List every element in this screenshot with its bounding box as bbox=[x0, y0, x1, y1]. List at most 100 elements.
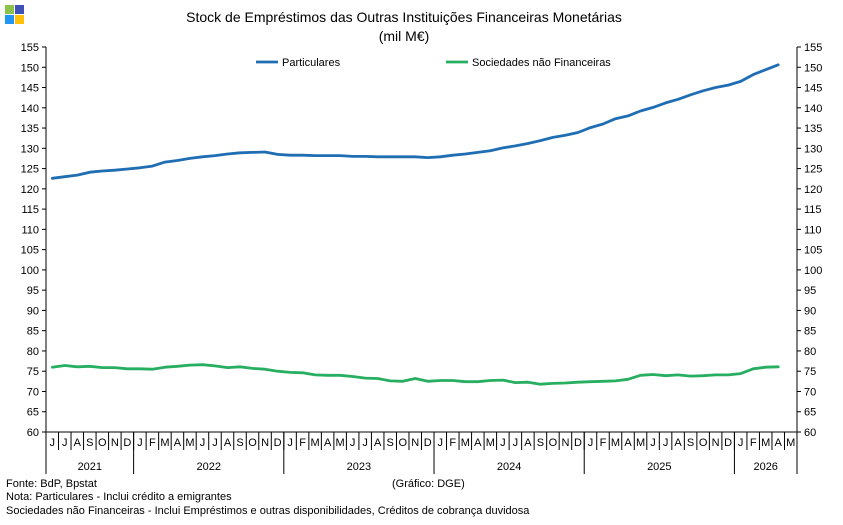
y-tick-label-right: 140 bbox=[804, 103, 822, 115]
x-tick-label: A bbox=[374, 437, 382, 449]
x-tick-label: D bbox=[274, 437, 282, 449]
y-tick-label-right: 80 bbox=[804, 346, 816, 358]
logo-square-2 bbox=[15, 5, 24, 14]
x-tick-label: S bbox=[687, 437, 694, 449]
x-tick-label: A bbox=[74, 437, 82, 449]
year-label: 2025 bbox=[647, 461, 671, 473]
chart-subtitle: (mil M€) bbox=[379, 28, 430, 44]
x-tick-label: O bbox=[699, 437, 708, 449]
logo-square-4 bbox=[15, 15, 24, 24]
series-line-particulares bbox=[50, 63, 780, 180]
footnote-note: Nota: Particulares - Inclui crédito a em… bbox=[6, 491, 232, 503]
x-tick-label: D bbox=[724, 437, 732, 449]
x-tick-label: J bbox=[350, 437, 356, 449]
y-tick-label-right: 150 bbox=[804, 62, 822, 74]
chart-credit: (Gráfico: DGE) bbox=[392, 478, 465, 490]
x-tick-label: N bbox=[261, 437, 269, 449]
y-tick-label-right: 135 bbox=[804, 123, 822, 135]
x-tick-label: J bbox=[738, 437, 744, 449]
y-tick-label-right: 60 bbox=[804, 427, 816, 439]
x-tick-label: O bbox=[398, 437, 407, 449]
y-tick-label-right: 125 bbox=[804, 164, 822, 176]
x-tick-label: A bbox=[624, 437, 632, 449]
x-tick-label: A bbox=[174, 437, 182, 449]
x-tick-label: M bbox=[486, 437, 495, 449]
x-tick-label: J bbox=[438, 437, 444, 449]
x-tick-label: O bbox=[549, 437, 558, 449]
y-tick-label-left: 80 bbox=[27, 346, 39, 358]
y-tick-label-right: 120 bbox=[804, 184, 822, 196]
y-tick-label-right: 115 bbox=[804, 204, 822, 216]
x-tick-label: S bbox=[236, 437, 243, 449]
x-tick-label: F bbox=[750, 437, 757, 449]
x-tick-label: S bbox=[537, 437, 544, 449]
x-tick-label: N bbox=[411, 437, 419, 449]
y-tick-label-right: 145 bbox=[804, 83, 822, 95]
x-tick-label: M bbox=[461, 437, 470, 449]
x-tick-label: S bbox=[86, 437, 93, 449]
y-tick-label-left: 95 bbox=[27, 285, 39, 297]
legend: Particulares Sociedades não Financeiras bbox=[256, 57, 611, 69]
x-tick-label: F bbox=[149, 437, 156, 449]
x-tick-label: J bbox=[588, 437, 594, 449]
plot-area bbox=[50, 63, 780, 386]
x-tick-label: A bbox=[474, 437, 482, 449]
x-tick-label: O bbox=[248, 437, 257, 449]
y-tick-label-right: 130 bbox=[804, 143, 822, 155]
x-tick-label: F bbox=[600, 437, 607, 449]
y-tick-label-left: 60 bbox=[27, 427, 39, 439]
y-tick-label-right: 105 bbox=[804, 245, 822, 257]
legend-label: Particulares bbox=[282, 57, 341, 69]
y-tick-label-left: 140 bbox=[21, 103, 39, 115]
x-tick-label: A bbox=[524, 437, 532, 449]
y-tick-label-left: 100 bbox=[21, 265, 39, 277]
x-tick-label: A bbox=[224, 437, 232, 449]
x-tick-label: A bbox=[324, 437, 332, 449]
y-tick-label-left: 125 bbox=[21, 164, 39, 176]
x-tick-label: J bbox=[650, 437, 656, 449]
x-tick-label: M bbox=[611, 437, 620, 449]
y-tick-label-left: 110 bbox=[21, 224, 39, 236]
x-tick-label: J bbox=[62, 437, 68, 449]
y-tick-label-left: 135 bbox=[21, 123, 39, 135]
y-tick-label-right: 95 bbox=[804, 285, 816, 297]
x-tick-label: J bbox=[287, 437, 293, 449]
year-label: 2026 bbox=[753, 461, 777, 473]
y-tick-label-left: 75 bbox=[27, 366, 39, 378]
y-tick-label-left: 115 bbox=[21, 204, 39, 216]
x-tick-label: O bbox=[98, 437, 107, 449]
x-tick-label: M bbox=[311, 437, 320, 449]
x-tick-label: J bbox=[212, 437, 218, 449]
x-tick-label: M bbox=[185, 437, 194, 449]
year-label: 2022 bbox=[196, 461, 220, 473]
x-tick-label: F bbox=[299, 437, 306, 449]
y-tick-label-left: 65 bbox=[27, 407, 39, 419]
x-tick-label: J bbox=[362, 437, 368, 449]
x-tick-label: N bbox=[111, 437, 119, 449]
x-tick-label: S bbox=[387, 437, 394, 449]
y-tick-label-left: 155 bbox=[21, 42, 39, 54]
x-tick-label: M bbox=[336, 437, 345, 449]
year-label: 2021 bbox=[78, 461, 102, 473]
y-tick-label-left: 145 bbox=[21, 83, 39, 95]
x-tick-label: J bbox=[663, 437, 669, 449]
y-tick-label-left: 90 bbox=[27, 305, 39, 317]
x-tick-label: M bbox=[160, 437, 169, 449]
x-tick-label: J bbox=[513, 437, 519, 449]
y-tick-label-left: 130 bbox=[21, 143, 39, 155]
logo-icon bbox=[5, 5, 25, 25]
year-label: 2024 bbox=[497, 461, 521, 473]
logo-square-1 bbox=[5, 5, 14, 14]
y-tick-label-left: 150 bbox=[21, 62, 39, 74]
y-tick-label-left: 70 bbox=[27, 386, 39, 398]
x-tick-label: D bbox=[123, 437, 131, 449]
y-tick-label-right: 75 bbox=[804, 366, 816, 378]
logo-square-3 bbox=[5, 15, 14, 24]
footnote-source: Fonte: BdP, Bpstat bbox=[6, 478, 97, 490]
x-tick-label: N bbox=[712, 437, 720, 449]
x-tick-label: J bbox=[200, 437, 206, 449]
y-tick-label-left: 105 bbox=[21, 245, 39, 257]
legend-label: Sociedades não Financeiras bbox=[472, 57, 611, 69]
x-tick-label: D bbox=[574, 437, 582, 449]
chart: Stock de Empréstimos das Outras Institui… bbox=[21, 9, 822, 474]
